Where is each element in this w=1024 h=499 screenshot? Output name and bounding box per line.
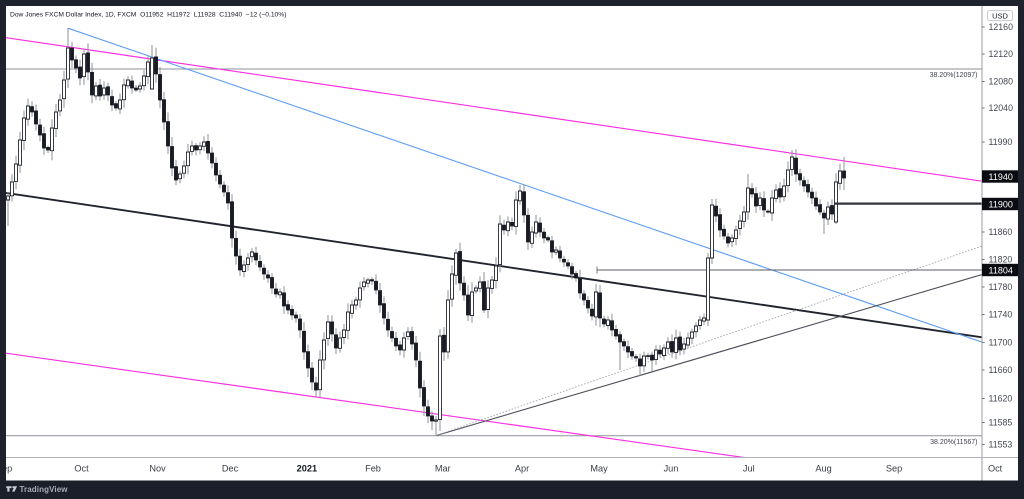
svg-text:USD: USD — [992, 11, 1008, 20]
svg-text:Oct: Oct — [988, 464, 1003, 474]
svg-text:Apr: Apr — [515, 464, 529, 474]
svg-text:Aug: Aug — [815, 464, 831, 474]
svg-text:12120: 12120 — [989, 49, 1014, 59]
svg-text:12040: 12040 — [989, 103, 1014, 113]
svg-text:Mar: Mar — [435, 464, 451, 474]
svg-text:Dow Jones FXCM Dollar Index, 1: Dow Jones FXCM Dollar Index, 1D, FXCM O1… — [10, 11, 286, 18]
svg-text:11585: 11585 — [989, 418, 1013, 428]
svg-text:12160: 12160 — [989, 22, 1014, 32]
svg-text:11940: 11940 — [989, 172, 1013, 182]
svg-text:11900: 11900 — [989, 199, 1013, 209]
svg-text:Jun: Jun — [664, 464, 679, 474]
svg-text:2021: 2021 — [297, 464, 317, 474]
svg-text:11780: 11780 — [989, 282, 1013, 292]
svg-text:Oct: Oct — [74, 464, 89, 474]
svg-text:TradingView: TradingView — [20, 485, 69, 494]
svg-text:Dec: Dec — [222, 464, 239, 474]
svg-text:Jul: Jul — [743, 464, 755, 474]
svg-text:38.20%(12097): 38.20%(12097) — [930, 72, 978, 79]
svg-text:11700: 11700 — [989, 338, 1013, 348]
svg-text:38.20%(11567): 38.20%(11567) — [930, 439, 977, 446]
svg-text:11553: 11553 — [989, 440, 1013, 450]
svg-text:11820: 11820 — [989, 255, 1013, 265]
svg-text:11860: 11860 — [989, 227, 1013, 237]
svg-text:11740: 11740 — [989, 310, 1013, 320]
svg-text:11804: 11804 — [989, 265, 1013, 275]
svg-text:Sep: Sep — [0, 464, 12, 474]
svg-text:Feb: Feb — [365, 464, 381, 474]
svg-text:11660: 11660 — [989, 365, 1013, 375]
svg-text:Sep: Sep — [886, 464, 902, 474]
svg-text:Nov: Nov — [149, 464, 166, 474]
svg-text:11990: 11990 — [989, 137, 1013, 147]
svg-text:11620: 11620 — [989, 394, 1013, 404]
svg-text:May: May — [590, 464, 608, 474]
svg-text:12080: 12080 — [989, 77, 1014, 87]
